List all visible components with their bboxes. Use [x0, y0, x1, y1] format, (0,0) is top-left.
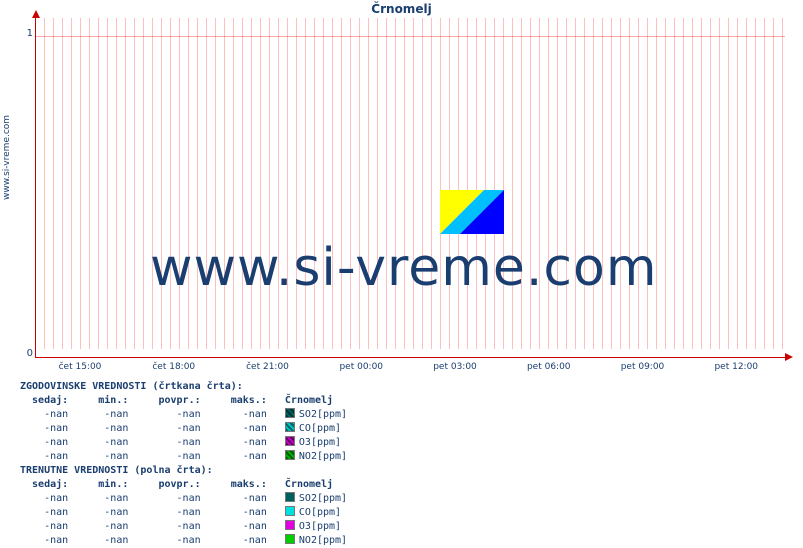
x-tick-label: pet 12:00 [714, 362, 758, 372]
legend-swatch-icon [285, 450, 295, 460]
legend-row: -nan -nan -nan -nan O3[ppm] [20, 520, 347, 534]
legend-column-headers: sedaj: min.: povpr.: maks.: Črnomelj [20, 478, 347, 492]
y-tick-label-1: 1 [27, 28, 33, 39]
x-tick-label: čet 15:00 [59, 362, 102, 372]
x-axis-labels: čet 15:00 čet 18:00 čet 21:00 pet 00:00 pet … [35, 362, 785, 376]
legend-row: -nan -nan -nan -nan CO[ppm] [20, 506, 347, 520]
legend-series-label: SO2[ppm] [299, 493, 347, 504]
legend-row: -nan -nan -nan -nan CO[ppm] [20, 422, 347, 436]
legend-swatch-icon [285, 492, 295, 502]
legend-swatch-icon [285, 408, 295, 418]
chart-grid [44, 18, 785, 349]
chart-title: Črnomelj [0, 2, 803, 16]
chart-plot-area [35, 18, 785, 358]
legend-section-title: ZGODOVINSKE VREDNOSTI (črtkana črta): [20, 380, 347, 394]
legend-column-headers: sedaj: min.: povpr.: maks.: Črnomelj [20, 394, 347, 408]
legend-series-label: SO2[ppm] [299, 409, 347, 420]
x-tick-label: pet 03:00 [433, 362, 477, 372]
x-tick-label: čet 18:00 [152, 362, 195, 372]
legend-swatch-icon [285, 422, 295, 432]
legend-swatch-icon [285, 520, 295, 530]
watermark-text: www.si-vreme.com [150, 238, 658, 298]
y-tick-label-0: 0 [27, 348, 33, 359]
legend-series-label: NO2[ppm] [299, 451, 347, 462]
legend-row: -nan -nan -nan -nan SO2[ppm] [20, 408, 347, 422]
legend-series-label: O3[ppm] [299, 521, 341, 532]
legend-row: -nan -nan -nan -nan NO2[ppm] [20, 450, 347, 464]
x-tick-label: čet 21:00 [246, 362, 289, 372]
x-tick-label: pet 00:00 [339, 362, 383, 372]
site-label-vertical: www.si-vreme.com [2, 115, 12, 200]
y-axis-arrow-icon [32, 10, 40, 18]
x-axis-arrow-icon [785, 353, 793, 361]
legend-section-title: TRENUTNE VREDNOSTI (polna črta): [20, 464, 347, 478]
legend-row: -nan -nan -nan -nan NO2[ppm] [20, 534, 347, 548]
legend-series-label: NO2[ppm] [299, 535, 347, 546]
legend-swatch-icon [285, 506, 295, 516]
y-gridline-1 [36, 36, 785, 37]
legend-series-label: CO[ppm] [299, 423, 341, 434]
watermark-logo-icon [440, 190, 504, 234]
legend-block: ZGODOVINSKE VREDNOSTI (črtkana črta): se… [20, 380, 347, 548]
x-tick-label: pet 09:00 [621, 362, 665, 372]
legend-series-label: CO[ppm] [299, 507, 341, 518]
legend-series-label: O3[ppm] [299, 437, 341, 448]
legend-row: -nan -nan -nan -nan SO2[ppm] [20, 492, 347, 506]
legend-swatch-icon [285, 436, 295, 446]
legend-row: -nan -nan -nan -nan O3[ppm] [20, 436, 347, 450]
x-tick-label: pet 06:00 [527, 362, 571, 372]
